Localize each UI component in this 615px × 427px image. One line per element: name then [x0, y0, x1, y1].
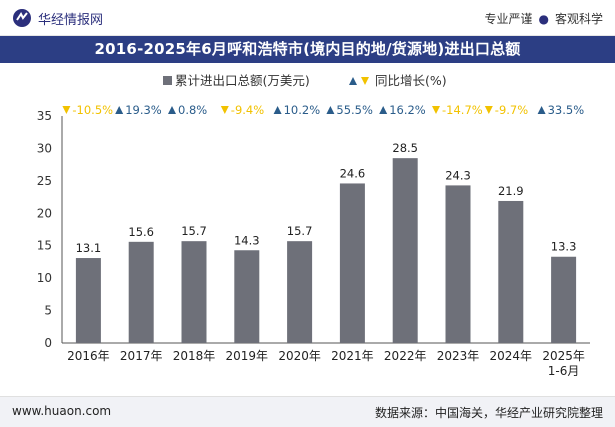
- y-tick-label: 25: [37, 174, 52, 188]
- x-tick-label: 1-6月: [548, 364, 580, 378]
- growth-label: -10.5%: [72, 103, 113, 117]
- bar: [339, 183, 365, 343]
- growth-down-triangle-icon: [62, 106, 71, 114]
- bar-value-label: 24.3: [445, 168, 471, 182]
- bar: [234, 250, 260, 343]
- x-tick-label: 2021年: [331, 349, 374, 363]
- legend-down-triangle-icon: [361, 77, 369, 85]
- tagline: 专业严谨 ● 客观科学: [484, 10, 603, 27]
- bar-value-label: 21.9: [498, 184, 524, 198]
- bar: [181, 241, 207, 343]
- growth-label: -9.7%: [495, 103, 528, 117]
- y-tick-label: 15: [37, 239, 52, 253]
- growth-up-triangle-icon: [273, 106, 282, 114]
- growth-down-triangle-icon: [220, 106, 229, 114]
- bar: [287, 241, 313, 343]
- y-tick-label: 0: [44, 336, 52, 350]
- bar: [128, 241, 154, 343]
- legend-label-growth: 同比增长(%): [375, 73, 447, 88]
- growth-label: 16.2%: [389, 103, 426, 117]
- footer-site[interactable]: www.huaon.com: [12, 404, 112, 418]
- legend-up-triangle-icon: [349, 77, 357, 85]
- x-tick-label: 2025年: [542, 349, 585, 363]
- growth-label: 55.5%: [336, 103, 373, 117]
- x-tick-label: 2024年: [490, 349, 533, 363]
- brand-logo-icon: [13, 9, 31, 27]
- bar: [392, 158, 418, 343]
- brand[interactable]: 华经情报网: [12, 8, 103, 28]
- y-tick-label: 10: [37, 271, 52, 285]
- bar-value-label: 15.7: [181, 224, 207, 238]
- bar-value-label: 28.5: [392, 141, 418, 155]
- growth-label: -14.7%: [442, 103, 483, 117]
- bar-chart: 累计进出口总额(万美元) 同比增长(%) -10.5% 19.3% 0.8% -9.4% 1…: [37, 73, 590, 378]
- bar: [75, 258, 101, 343]
- growth-up-triangle-icon: [168, 106, 176, 114]
- growth-label: 33.5%: [548, 103, 585, 117]
- y-tick-label: 35: [37, 109, 52, 123]
- x-tick-label: 2020年: [278, 349, 321, 363]
- growth-up-triangle-icon: [537, 106, 546, 114]
- bar-value-label: 15.7: [287, 224, 313, 238]
- footer: www.huaon.com 数据来源：中国海关，华经产业研究院整理: [0, 396, 615, 427]
- bar-value-label: 13.3: [551, 240, 577, 254]
- bar: [551, 256, 577, 343]
- tagline-right: 客观科学: [554, 12, 603, 26]
- growth-up-triangle-icon: [326, 106, 335, 114]
- tagline-left: 专业严谨: [484, 12, 533, 26]
- legend-label-total: 累计进出口总额(万美元): [175, 73, 310, 88]
- y-tick-label: 20: [37, 206, 52, 220]
- growth-up-triangle-icon: [379, 106, 388, 114]
- x-tick-label: 2023年: [437, 349, 480, 363]
- header-bar: 华经情报网 专业严谨 ● 客观科学: [0, 0, 615, 36]
- growth-up-triangle-icon: [115, 106, 124, 114]
- legend-swatch-total: [163, 76, 172, 85]
- growth-label: -9.4%: [231, 103, 264, 117]
- growth-down-triangle-icon: [432, 106, 440, 114]
- bar-value-label: 14.3: [234, 233, 260, 247]
- x-tick-label: 2017年: [120, 349, 163, 363]
- bar: [445, 185, 471, 343]
- growth-label: 19.3%: [125, 103, 162, 117]
- y-tick-label: 5: [44, 304, 52, 318]
- growth-down-triangle-icon: [484, 106, 493, 114]
- x-tick-label: 2022年: [384, 349, 427, 363]
- x-tick-label: 2018年: [173, 349, 216, 363]
- x-tick-label: 2016年: [67, 349, 110, 363]
- bar-value-label: 13.1: [76, 241, 102, 255]
- bar-value-label: 24.6: [340, 166, 366, 180]
- x-tick-label: 2019年: [226, 349, 269, 363]
- y-tick-label: 30: [37, 141, 52, 155]
- brand-name: 华经情报网: [38, 12, 104, 28]
- bar: [498, 200, 524, 343]
- chart-title: 2016-2025年6月呼和浩特市(境内目的地/货源地)进出口总额: [0, 36, 615, 63]
- bar-value-label: 15.6: [128, 225, 154, 239]
- bullet-icon: ●: [538, 12, 549, 26]
- growth-label: 10.2%: [284, 103, 321, 117]
- growth-label: 0.8%: [178, 103, 207, 117]
- footer-source: 数据来源：中国海关，华经产业研究院整理: [374, 406, 603, 420]
